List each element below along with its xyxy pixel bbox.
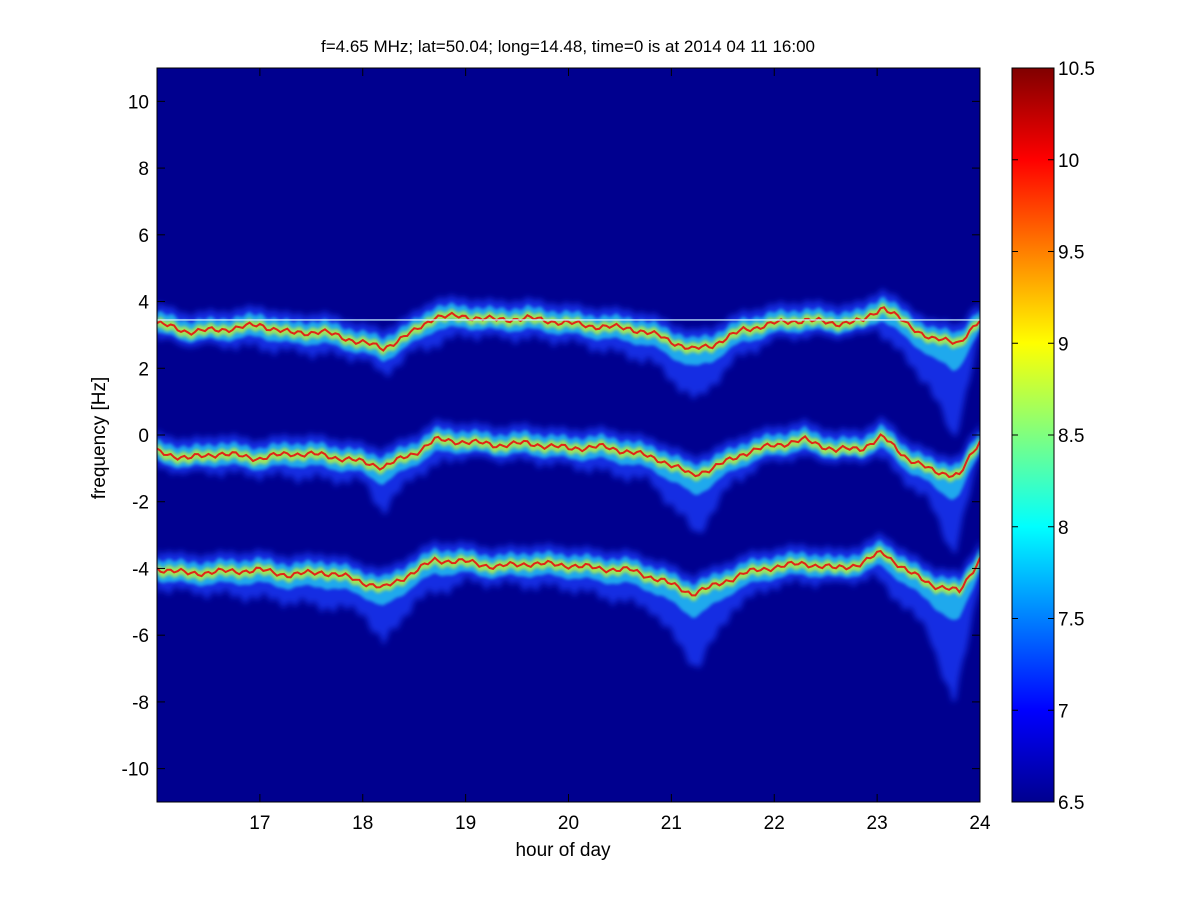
y-tick-label: 8 [138,159,149,180]
colorbar-tick-label: 6.5 [1058,793,1084,814]
ridge-peak-line [157,433,980,479]
colorbar-tick-label: 8 [1058,518,1069,539]
x-tick-label: 18 [352,813,373,834]
ridge-peak-line [157,306,980,352]
y-tick-label: -10 [122,760,149,781]
ridge-band [157,289,980,438]
colorbar-tick-label: 10.5 [1058,59,1095,80]
y-axis-label: frequency [Hz] [89,377,110,500]
y-tick-label: 10 [128,92,149,113]
y-tick-label: 4 [138,293,149,314]
ridge-mid-band [157,540,980,620]
colorbar-tick-label: 7.5 [1058,610,1084,631]
y-tick-label: 6 [138,226,149,247]
y-axis-ticks: 10 8 6 4 2 0 -2 -4 -6 -8 -10 [122,92,980,781]
colorbar-tick-label: 9 [1058,334,1069,355]
ridge-core [157,546,980,601]
x-axis-label: hour of day [515,840,611,861]
y-tick-label: 2 [138,359,149,380]
colorbar-tick-label: 10 [1058,151,1079,172]
y-tick-label: -8 [132,693,149,714]
ridge-core [157,429,980,483]
y-tick-label: 0 [138,426,149,447]
x-tick-label: 23 [867,813,888,834]
colorbar: 10.5 10 9.5 9 8.5 8 7.5 7 6.5 [1011,59,1095,814]
x-tick-label: 20 [558,813,579,834]
x-tick-label: 24 [969,813,991,834]
x-tick-label: 17 [249,813,270,834]
x-tick-label: 21 [661,813,682,834]
x-tick-label: 22 [764,813,785,834]
ridge-mid-band [157,296,980,371]
x-axis-ticks: 17 18 19 20 21 22 23 24 [249,68,991,834]
ridge-peak-line [157,549,980,597]
colorbar-tick-label: 7 [1058,701,1069,722]
colorbar-tick-label: 8.5 [1058,426,1084,447]
ridge-band [157,532,980,703]
y-tick-label: -2 [132,493,149,514]
colorbar-gradient [1011,67,1055,803]
chart-title: f=4.65 MHz; lat=50.04; long=14.48, time=… [321,37,815,56]
y-tick-label: -6 [132,626,149,647]
x-tick-label: 19 [455,813,476,834]
ridge-band [157,416,980,554]
ridge-core [157,302,980,356]
spectral-ridges [157,289,980,703]
colorbar-tick-label: 9.5 [1058,243,1084,264]
colorbar-ticks: 10.5 10 9.5 9 8.5 8 7.5 7 6.5 [1012,59,1095,814]
y-tick-label: -4 [132,559,149,580]
